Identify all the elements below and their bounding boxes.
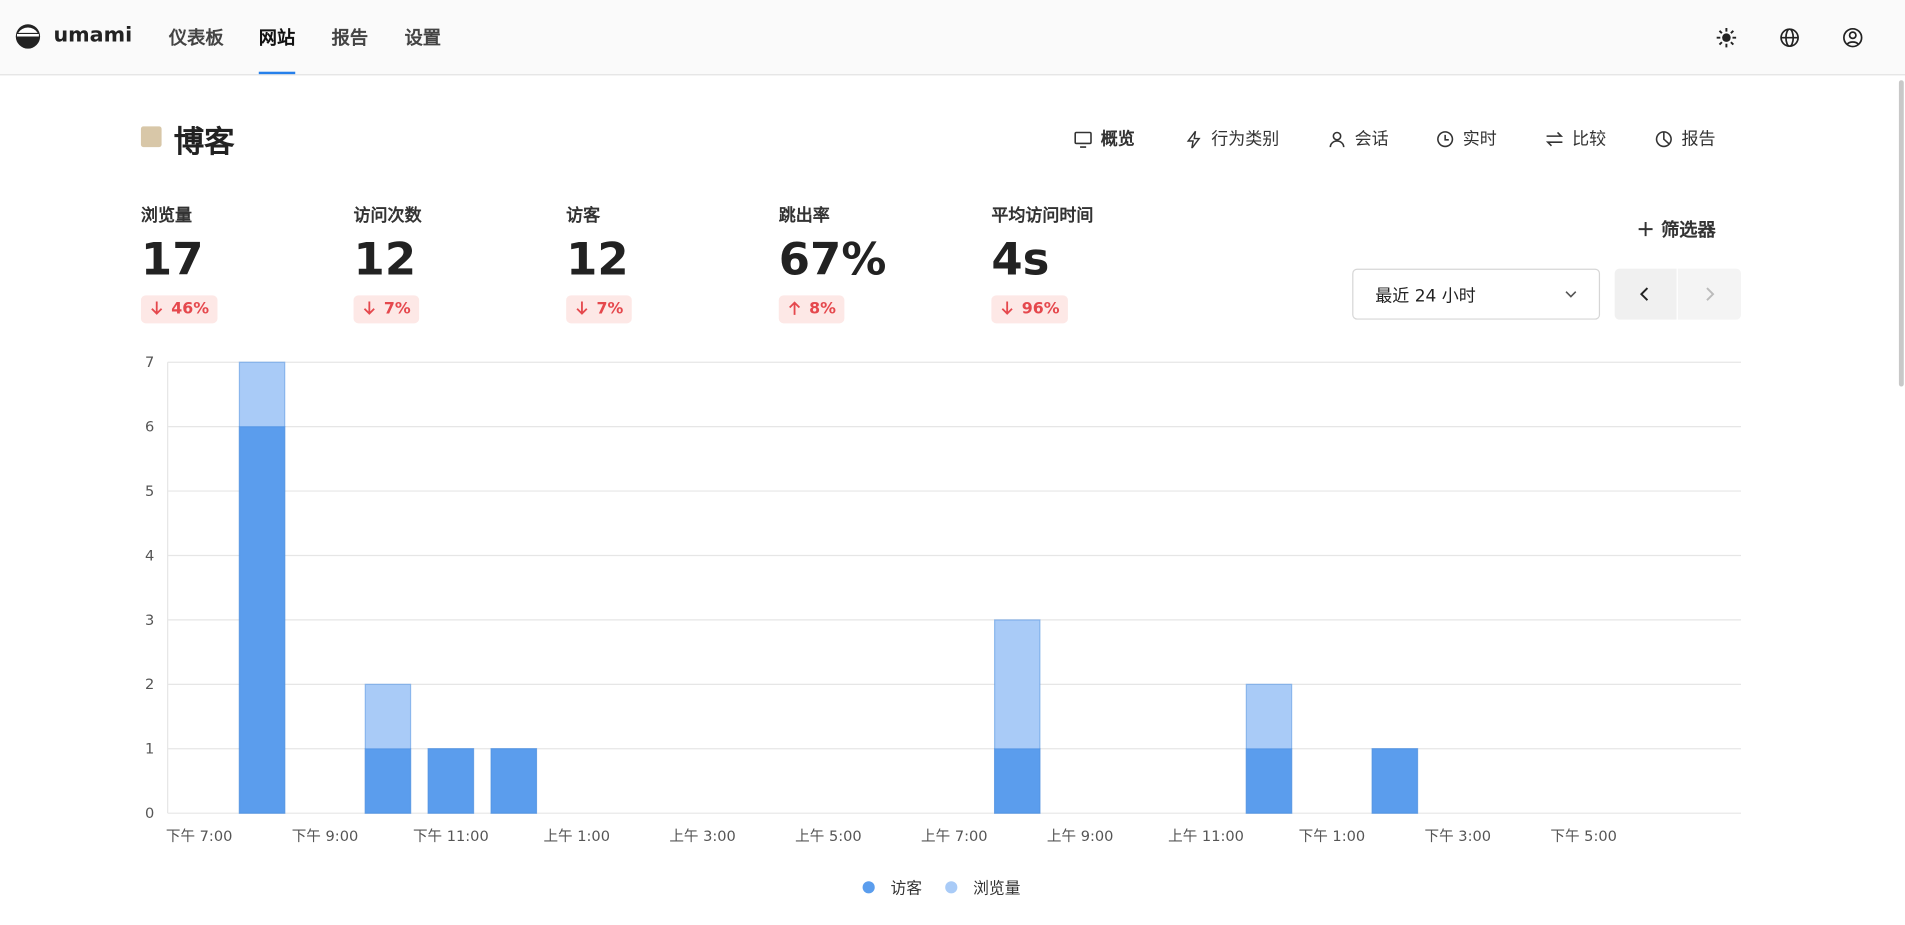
profile-button[interactable] (1842, 27, 1864, 49)
change-value: 7% (596, 300, 624, 319)
site-name: 博客 (173, 123, 235, 160)
x-tick-label: 下午 3:00 (1425, 828, 1492, 845)
nav-item[interactable]: 报告 (331, 26, 369, 49)
x-tick-label: 下午 9:00 (292, 828, 359, 845)
bar (1371, 748, 1419, 814)
y-tick-label: 5 (145, 483, 154, 500)
x-tick-label: 上午 9:00 (1047, 828, 1114, 845)
y-tick-label: 3 (145, 612, 154, 629)
metric-value: 12 (353, 233, 417, 286)
brand: umami (53, 23, 133, 48)
tab-label: 实时 (1462, 130, 1497, 150)
site-tab[interactable]: 实时 (1436, 126, 1497, 150)
metric-change: 7% (353, 295, 420, 324)
tab-icon (1329, 131, 1345, 147)
x-tick-label: 上午 3:00 (669, 828, 736, 845)
chart: 0 1 2 3 4 5 6 7 下午 7:00 下午 9:00 下午 11:00 上午 1:00 上午 … (145, 354, 1741, 897)
change-value: 46% (171, 300, 210, 319)
x-tick-label: 下午 11:00 (413, 828, 489, 845)
tab-label: 报告 (1681, 130, 1716, 150)
bar (1245, 748, 1293, 814)
legend-swatch (862, 881, 875, 894)
tab-label: 行为类别 (1211, 130, 1280, 150)
x-tick-label: 上午 5:00 (795, 828, 862, 845)
x-tick-label: 上午 7:00 (921, 828, 988, 845)
top-nav: umami (0, 0, 1905, 76)
tab-label: 比较 (1572, 130, 1607, 150)
bar (238, 426, 286, 814)
change-value: 8% (809, 300, 836, 319)
metric-value: 17 (140, 233, 204, 286)
tab-icon (1186, 130, 1201, 148)
site-tab[interactable]: 比较 (1545, 126, 1606, 150)
nav-item[interactable]: 设置 (404, 26, 442, 49)
date-range: 最近 24 小时 (1375, 286, 1476, 307)
language-button[interactable] (1779, 27, 1801, 49)
date-select[interactable]: 最近 24 小时 (1352, 268, 1601, 320)
chevron (1565, 291, 1577, 298)
metric-value: 4s (991, 233, 1050, 286)
metric-label: 浏览量 (140, 206, 192, 227)
trend-arrow (363, 301, 375, 315)
tab-icon (1437, 130, 1454, 147)
legend-label: 浏览量 (973, 878, 1021, 897)
x-tick-label: 上午 1:00 (543, 828, 610, 845)
tab-icon (1655, 130, 1672, 147)
scrollbar (1898, 80, 1904, 387)
tab-label: 概览 (1100, 130, 1135, 150)
site-tab[interactable]: 概览 (1074, 126, 1135, 150)
tab-label: 会话 (1354, 130, 1389, 150)
theme-button[interactable] (1715, 27, 1737, 49)
y-tick-label: 2 (145, 676, 154, 693)
x-tick-label: 下午 1:00 (1299, 828, 1366, 845)
x-tick-label: 下午 5:00 (1550, 828, 1617, 845)
y-tick-label: 1 (145, 741, 154, 758)
y-tick-label: 4 (145, 547, 154, 564)
metric-value: 12 (566, 233, 629, 286)
bar (993, 748, 1041, 814)
bar (490, 748, 538, 814)
trend-arrow (1001, 301, 1013, 315)
logo (15, 24, 41, 49)
metric-label: 跳出率 (778, 206, 830, 227)
prev-button[interactable] (1614, 268, 1677, 320)
filter-button[interactable]: ＋ 筛选器 (1636, 218, 1716, 241)
metric-change: 8% (778, 295, 845, 324)
trend-arrow (151, 301, 163, 315)
metric-label: 访问次数 (353, 206, 422, 227)
next-button[interactable] (1677, 268, 1741, 320)
nav-item[interactable]: 网站 (258, 26, 296, 49)
legend-label: 访客 (891, 878, 923, 897)
change-value: 7% (383, 300, 411, 319)
change-value: 96% (1021, 300, 1060, 319)
tab-icon (1545, 131, 1564, 146)
legend-swatch (945, 881, 958, 894)
filter-label: 筛选器 (1661, 218, 1716, 241)
metric-label: 访客 (566, 206, 601, 227)
nav-active-underline (258, 71, 296, 75)
site-tab[interactable]: 会话 (1328, 126, 1389, 150)
site-tab[interactable]: 报告 (1655, 126, 1716, 150)
trend-arrow (789, 301, 801, 315)
metric-label: 平均访问时间 (991, 206, 1094, 227)
trend-arrow (576, 301, 588, 315)
metric-value: 67% (778, 233, 887, 286)
bar (364, 748, 412, 814)
x-tick-label: 下午 7:00 (166, 828, 233, 845)
metric-change: 46% (140, 295, 218, 324)
metric-change: 96% (991, 295, 1069, 324)
site-icon (140, 126, 162, 148)
y-tick-label: 0 (145, 805, 154, 822)
bar (427, 748, 475, 814)
x-tick-label: 上午 11:00 (1168, 828, 1244, 845)
site-tab[interactable]: 行为类别 (1185, 126, 1280, 150)
y-tick-label: 7 (145, 354, 154, 371)
nav-item[interactable]: 仪表板 (168, 26, 224, 49)
metric-change: 7% (566, 295, 632, 324)
tab-icon (1074, 131, 1092, 148)
y-tick-label: 6 (145, 419, 154, 436)
